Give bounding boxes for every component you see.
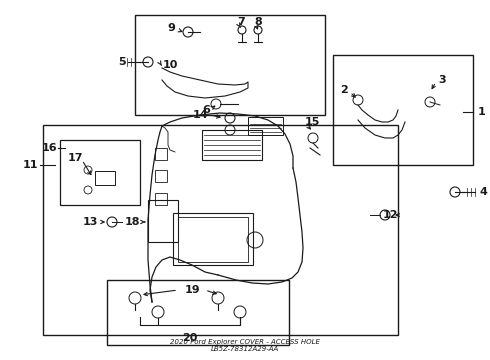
Text: 12: 12 xyxy=(383,210,398,220)
Bar xyxy=(60,140,140,205)
Text: 2: 2 xyxy=(340,85,348,95)
Bar xyxy=(333,55,473,165)
Text: 13: 13 xyxy=(83,217,98,227)
Text: 8: 8 xyxy=(254,17,262,27)
Text: 19: 19 xyxy=(184,285,200,295)
Bar xyxy=(135,15,325,115)
Text: 4: 4 xyxy=(480,187,488,197)
Bar xyxy=(155,193,167,205)
Text: 14: 14 xyxy=(193,110,208,120)
Bar xyxy=(148,200,178,242)
Text: 6: 6 xyxy=(202,105,210,115)
Bar xyxy=(95,171,115,185)
Bar xyxy=(202,130,262,160)
Text: 5: 5 xyxy=(119,57,126,67)
Text: 10: 10 xyxy=(163,60,178,70)
Bar xyxy=(178,217,248,262)
Bar xyxy=(43,125,398,335)
Text: 9: 9 xyxy=(167,23,175,33)
Text: 16: 16 xyxy=(41,143,57,153)
Text: 11: 11 xyxy=(23,160,38,170)
Bar xyxy=(155,148,167,160)
Text: 2020 Ford Explorer COVER - ACCESS HOLE
LB5Z-78312A29-AA: 2020 Ford Explorer COVER - ACCESS HOLE L… xyxy=(170,339,320,352)
Text: 7: 7 xyxy=(237,17,245,27)
Bar xyxy=(248,117,283,135)
Text: 17: 17 xyxy=(68,153,83,163)
Text: 1: 1 xyxy=(478,107,486,117)
Text: 20: 20 xyxy=(182,333,197,343)
Bar xyxy=(173,213,253,265)
Bar xyxy=(107,280,289,345)
Text: 15: 15 xyxy=(305,117,320,127)
Text: 3: 3 xyxy=(438,75,445,85)
Text: 18: 18 xyxy=(124,217,140,227)
Bar xyxy=(155,170,167,182)
